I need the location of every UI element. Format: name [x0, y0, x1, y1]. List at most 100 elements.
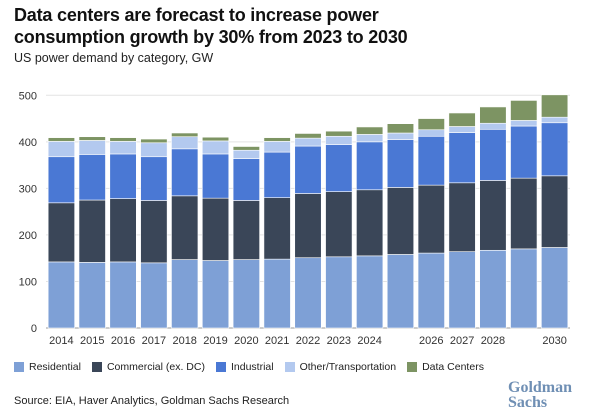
bar-2015-other-transportation: [78, 140, 106, 155]
legend-swatch-commercial-ex-dc-: [91, 362, 102, 372]
bar-2018-industrial: [171, 148, 199, 197]
bar-2026-other-transportation: [417, 129, 445, 137]
bar-2023-residential: [325, 256, 353, 329]
legend-label-other-transportation: Other/Transportation: [299, 361, 397, 373]
bar-2021-data-centers: [263, 137, 291, 142]
bar-2016-residential: [109, 261, 137, 329]
bar-2017-other-transportation: [140, 142, 168, 158]
bar-2030-other-transportation: [541, 116, 569, 124]
bar-2018-residential: [171, 259, 199, 329]
bar-2027-data-centers: [448, 112, 476, 127]
bar-2025-commercial-ex-dc-: [386, 187, 415, 255]
x-tick-label-2022: 2022: [296, 335, 320, 347]
bar-2027-residential: [448, 251, 476, 329]
bar-2017-residential: [140, 262, 168, 329]
bar-2030-industrial: [541, 122, 569, 177]
chart-legend: Residential Commercial (ex. DC) Industrial…: [14, 360, 495, 374]
x-tick-label-2019: 2019: [203, 335, 227, 347]
x-tick-label-2021: 2021: [265, 335, 289, 347]
bar-2021-commercial-ex-dc-: [263, 197, 291, 260]
x-tick-label-2020: 2020: [234, 335, 258, 347]
bar-2026-commercial-ex-dc-: [417, 184, 445, 254]
legend-swatch-residential: [14, 362, 24, 372]
bar-2026-data-centers: [417, 118, 445, 131]
legend-swatch-data-centers: [407, 362, 418, 372]
bar-2017-industrial: [140, 156, 168, 201]
legend-item-residential: Residential: [14, 361, 81, 373]
bar-2016-other-transportation: [109, 141, 137, 155]
bar-2025-data-centers: [386, 123, 415, 134]
bar-2014-commercial-ex-dc-: [47, 202, 75, 263]
bar-2023-data-centers: [325, 130, 353, 137]
bar-2020-other-transportation: [232, 149, 260, 159]
bar-2018-data-centers: [171, 132, 199, 138]
bar-2021-industrial: [263, 151, 291, 198]
y-tick-label-500: 500: [19, 90, 37, 102]
bar-2021-residential: [263, 258, 291, 329]
bar-2020-residential: [232, 259, 260, 329]
logo-line-2: Sachs: [508, 394, 548, 411]
bar-2014-other-transportation: [47, 141, 75, 158]
bar-2023-commercial-ex-dc-: [325, 191, 353, 258]
bar-2014-data-centers: [47, 137, 75, 142]
bar-2015-data-centers: [78, 136, 106, 141]
bar-2015-residential: [78, 262, 106, 329]
bar-2020-industrial: [232, 158, 260, 201]
bar-2029-other-transportation: [510, 120, 538, 127]
x-tick-label-2030: 2030: [542, 335, 566, 347]
bar-2020-data-centers: [232, 146, 260, 151]
bar-2017-commercial-ex-dc-: [140, 200, 168, 264]
x-tick-label-2014: 2014: [49, 335, 73, 347]
bar-2019-other-transportation: [201, 140, 230, 155]
bar-2027-industrial: [448, 132, 476, 184]
legend-item-industrial: Industrial: [215, 361, 274, 373]
bar-2024-commercial-ex-dc-: [356, 189, 384, 257]
bar-2025-residential: [386, 254, 415, 329]
y-tick-label-400: 400: [19, 137, 37, 149]
bar-2030-residential: [541, 247, 569, 329]
bar-2028-residential: [479, 249, 507, 329]
source-note: Source: EIA, Haver Analytics, Goldman Sa…: [14, 395, 290, 407]
bar-2028-other-transportation: [479, 122, 507, 130]
legend-label-residential: Residential: [29, 361, 81, 373]
x-tick-label-2026: 2026: [419, 335, 443, 347]
bar-2022-residential: [294, 257, 322, 329]
bar-2022-industrial: [294, 145, 322, 194]
bar-2022-data-centers: [294, 133, 322, 139]
bar-2019-residential: [201, 260, 230, 329]
x-tick-label-2024: 2024: [357, 335, 381, 347]
bar-2030-commercial-ex-dc-: [541, 175, 569, 248]
bar-2016-industrial: [109, 153, 137, 199]
y-tick-label-300: 300: [19, 183, 37, 195]
bar-2025-industrial: [386, 139, 415, 188]
bar-2029-industrial: [510, 125, 538, 179]
legend-item-data-centers: Data Centers: [407, 361, 484, 373]
chart-title: Data centers are forecast to increase po…: [14, 4, 584, 48]
bar-2024-other-transportation: [356, 134, 384, 143]
y-tick-label-200: 200: [19, 230, 37, 242]
chart-title-line-2: consumption growth by 30% from 2023 to 2…: [14, 27, 408, 47]
bar-2027-other-transportation: [448, 126, 476, 133]
bar-2023-other-transportation: [325, 135, 353, 145]
bar-2018-commercial-ex-dc-: [171, 195, 199, 260]
legend-label-industrial: Industrial: [230, 361, 274, 373]
bar-2028-industrial: [479, 128, 507, 181]
bar-2029-commercial-ex-dc-: [510, 177, 538, 250]
bar-2026-industrial: [417, 135, 445, 186]
bar-2024-residential: [356, 255, 384, 329]
bar-2022-commercial-ex-dc-: [294, 193, 322, 259]
legend-swatch-industrial: [215, 362, 226, 372]
bar-2016-data-centers: [109, 137, 137, 142]
bar-2017-data-centers: [140, 138, 168, 144]
bar-2025-other-transportation: [386, 132, 415, 140]
bar-2014-residential: [47, 261, 75, 329]
x-tick-label-2016: 2016: [111, 335, 135, 347]
bar-2018-other-transportation: [171, 136, 199, 150]
x-tick-label-2015: 2015: [80, 335, 104, 347]
bar-2030-data-centers: [541, 94, 569, 118]
bar-2028-data-centers: [479, 106, 507, 124]
y-tick-label-0: 0: [31, 323, 37, 335]
bar-2016-commercial-ex-dc-: [109, 198, 137, 263]
logo-line-1: Goldman: [508, 379, 573, 396]
